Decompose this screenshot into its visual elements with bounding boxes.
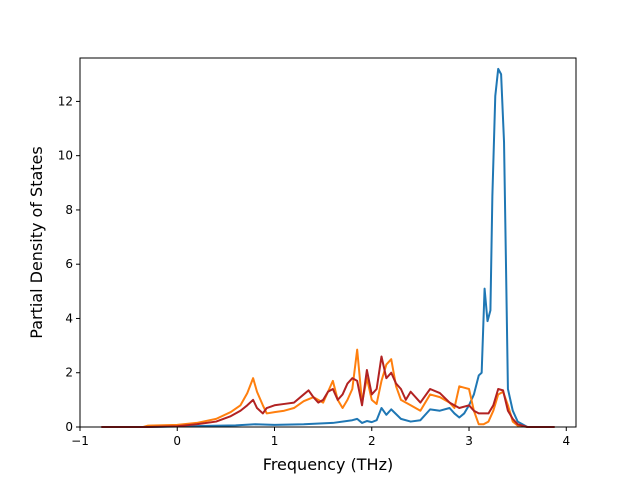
y-tick-label: 0 (65, 420, 73, 434)
series-line-2 (101, 348, 555, 428)
y-tick-label: 8 (65, 203, 73, 217)
y-tick-label: 2 (65, 366, 73, 380)
series-layer (101, 67, 555, 428)
x-axis-label: Frequency (THz) (263, 455, 393, 474)
plot-frame (79, 57, 577, 428)
x-tick-label: 2 (368, 434, 376, 448)
x-tick-label: 1 (271, 434, 279, 448)
y-tick-label: 6 (65, 257, 73, 271)
series-line-3 (101, 355, 555, 428)
y-tick-label: 4 (65, 311, 73, 325)
y-tick-label: 10 (58, 149, 73, 163)
x-tick-label: 3 (465, 434, 473, 448)
y-axis-label: Partial Density of States (27, 146, 46, 338)
x-tick-label: 0 (173, 434, 181, 448)
x-tick-label: −1 (71, 434, 89, 448)
x-tick-label: 4 (562, 434, 570, 448)
y-tick-label: 12 (58, 94, 73, 108)
series-line-1 (101, 67, 555, 428)
